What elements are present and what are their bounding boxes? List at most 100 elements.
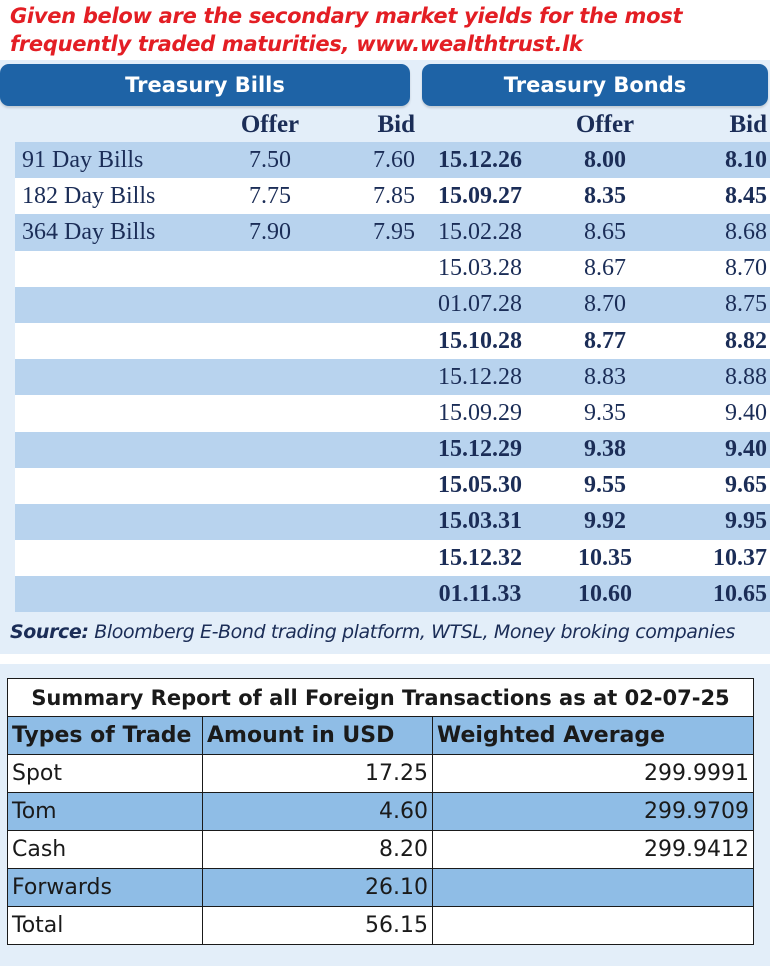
bond-offer: 10.35 [578,544,632,571]
bond-offer: 8.83 [584,363,626,390]
yield-column-headers: Offer Bid Offer Bid [15,107,770,142]
source-note: Source: Bloomberg E-Bond trading platfor… [10,621,765,643]
trade-type: Forwards [7,868,203,907]
trade-type: Spot [7,754,203,793]
source-text: Bloomberg E-Bond trading platform, WTSL,… [88,621,735,643]
trade-amount: 4.60 [202,792,433,831]
bonds-bid-header: Bid [729,110,767,138]
bond-offer: 8.67 [584,255,626,282]
bond-bid: 8.68 [725,218,767,245]
summary-title: Summary Report of all Foreign Transactio… [7,678,754,717]
bond-maturity: 15.12.26 [438,146,522,173]
bond-maturity: 15.05.30 [438,472,522,499]
bond-bid: 8.82 [725,327,767,354]
yield-row: 15.03.28 8.67 8.70 [15,250,770,287]
bond-maturity: 15.03.31 [438,508,522,535]
summary-row: Total 56.15 [7,906,754,945]
bill-name: 91 Day Bills [22,146,144,173]
trade-weighted-average [432,868,754,907]
yield-row: 15.12.29 9.38 9.40 [15,431,770,468]
bill-bid: 7.60 [373,146,415,173]
source-label: Source: [10,621,89,643]
bond-bid: 8.70 [725,255,767,282]
yield-row: 01.07.28 8.70 8.75 [15,286,770,323]
bond-maturity: 15.02.28 [438,218,522,245]
bond-maturity: 15.03.28 [438,255,522,282]
trade-amount: 8.20 [202,830,433,869]
bond-offer: 9.92 [584,508,626,535]
trade-weighted-average: 299.9709 [432,792,754,831]
bills-offer-header: Offer [240,110,300,138]
bond-bid: 8.88 [725,363,767,390]
trade-type: Tom [7,792,203,831]
bond-offer: 8.00 [584,146,626,173]
bond-offer: 8.65 [584,218,626,245]
bond-bid: 9.65 [725,472,767,499]
summary-header-row: Types of Trade Amount in USD Weighted Av… [7,716,754,755]
summary-row: Forwards 26.10 [7,868,754,907]
bond-offer: 8.35 [584,182,626,209]
bond-maturity: 15.12.32 [438,544,522,571]
bond-bid: 9.95 [725,508,767,535]
bonds-offer-header: Offer [575,110,635,138]
bill-offer: 7.75 [249,182,291,209]
bond-bid: 8.45 [725,182,767,209]
summary-row: Tom 4.60 299.9709 [7,792,754,831]
bond-offer: 9.55 [584,472,626,499]
bond-maturity: 15.10.28 [438,327,522,354]
foreign-transactions-table: Summary Report of all Foreign Transactio… [7,678,754,945]
yield-row: 15.05.30 9.55 9.65 [15,467,770,504]
bill-bid: 7.85 [373,182,415,209]
bond-bid: 8.10 [725,146,767,173]
yield-row: 01.11.33 10.60 10.65 [15,576,770,613]
yield-row: 182 Day Bills 7.75 7.85 15.09.27 8.35 8.45 [15,178,770,215]
bond-maturity: 15.12.29 [438,436,522,463]
trade-amount: 17.25 [202,754,433,793]
bills-bid-header: Bid [377,110,415,138]
bond-offer: 10.60 [578,580,632,607]
bill-offer: 7.50 [249,146,291,173]
bond-maturity: 15.09.29 [438,399,522,426]
bond-bid: 9.40 [725,436,767,463]
bill-offer: 7.90 [249,218,291,245]
bond-offer: 9.38 [584,436,626,463]
bond-maturity: 15.12.28 [438,363,522,390]
trade-type: Cash [7,830,203,869]
bill-name: 364 Day Bills [22,218,156,245]
bond-bid: 10.37 [713,544,767,571]
trade-amount: 26.10 [202,868,433,907]
bond-offer: 8.70 [584,291,626,318]
header-types-of-trade: Types of Trade [7,716,203,755]
bond-bid: 10.65 [713,580,767,607]
bond-bid: 8.75 [725,291,767,318]
trade-type: Total [7,906,203,945]
yield-row: 15.03.31 9.92 9.95 [15,503,770,541]
bond-maturity: 15.09.27 [438,182,522,209]
page-heading: Given below are the secondary market yie… [10,4,683,56]
bond-bid: 9.40 [725,399,767,426]
yield-row: 15.12.28 8.83 8.88 [15,359,770,396]
treasury-bills-header: Treasury Bills [0,64,410,106]
yield-row: 364 Day Bills 7.90 7.95 15.02.28 8.65 8.68 [15,214,770,251]
bill-bid: 7.95 [373,218,415,245]
yield-row: 91 Day Bills 7.50 7.60 15.12.26 8.00 8.10 [15,142,770,179]
yield-row: 15.10.28 8.77 8.82 [15,322,770,360]
summary-row: Cash 8.20 299.9412 [7,830,754,869]
trade-weighted-average [432,906,754,945]
summary-row: Spot 17.25 299.9991 [7,754,754,793]
bond-offer: 9.35 [584,399,626,426]
trade-weighted-average: 299.9991 [432,754,754,793]
bond-maturity: 01.11.33 [438,580,522,607]
trade-weighted-average: 299.9412 [432,830,754,869]
header-weighted-average: Weighted Average [432,716,754,755]
bond-maturity: 01.07.28 [438,291,522,318]
treasury-bonds-header: Treasury Bonds [422,64,768,106]
yield-row: 15.12.32 10.35 10.37 [15,540,770,577]
bill-name: 182 Day Bills [22,182,156,209]
yield-table: Offer Bid Offer Bid 91 Day Bills 7.50 7.60… [15,107,770,613]
header-amount-usd: Amount in USD [202,716,433,755]
bond-offer: 8.77 [584,327,626,354]
trade-amount: 56.15 [202,906,433,945]
yield-row: 15.09.29 9.35 9.40 [15,395,770,432]
summary-title-row: Summary Report of all Foreign Transactio… [7,678,754,717]
